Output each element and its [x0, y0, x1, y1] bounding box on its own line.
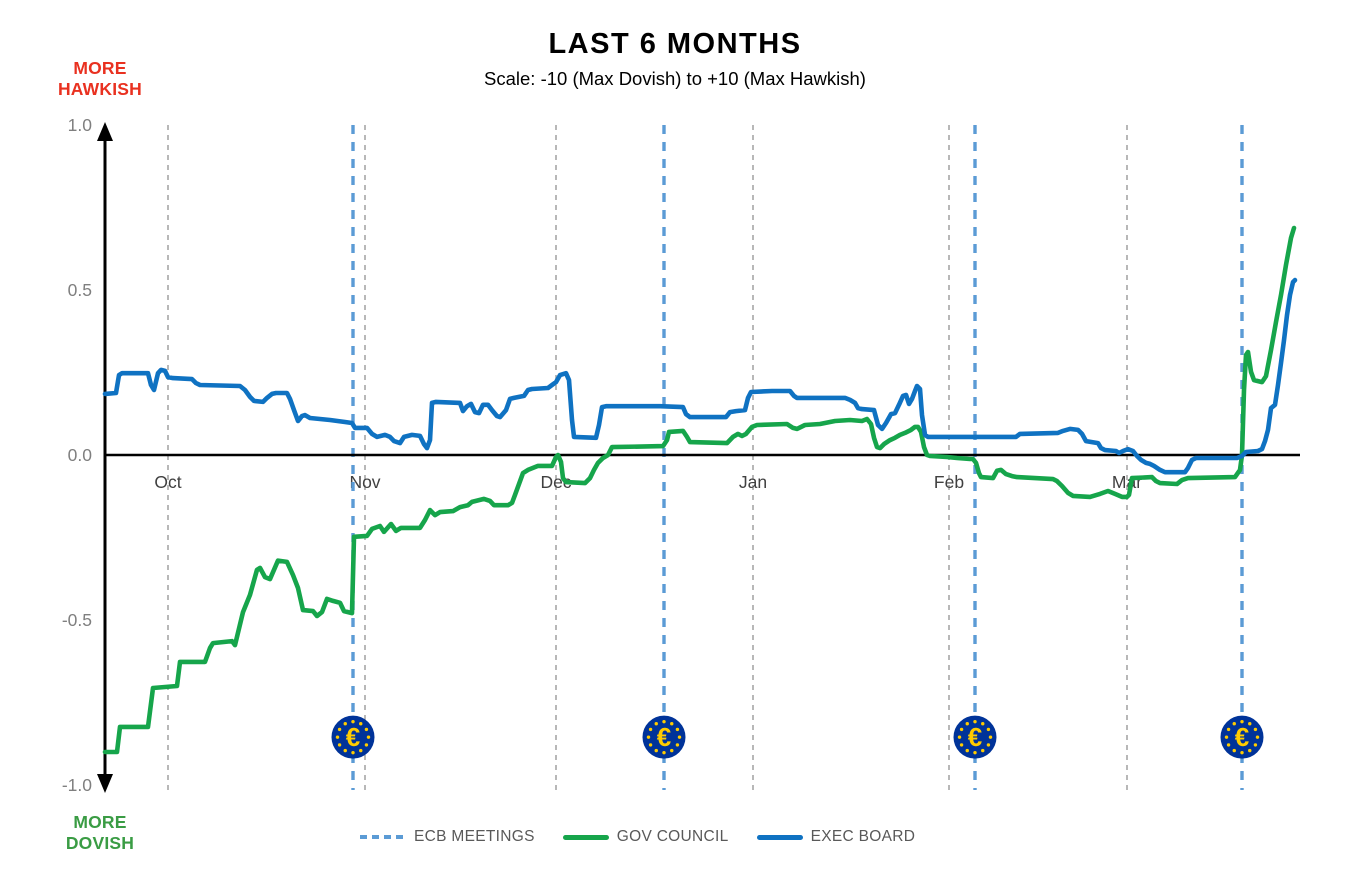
- page-title: LAST 6 MONTHS: [548, 28, 802, 60]
- legend-label: GOV COUNCIL: [616, 828, 729, 845]
- month-label-feb: Feb: [934, 472, 964, 492]
- month-label-oct: Oct: [154, 472, 181, 492]
- more-hawkish-line1: MORE: [73, 58, 127, 78]
- more-dovish-line1: MORE: [73, 812, 127, 832]
- exec-board-line: [102, 277, 1298, 475]
- dashed-line-swatch-icon: [360, 835, 406, 839]
- more-dovish-line2: DOVISH: [65, 832, 135, 853]
- euro-symbol: €: [346, 722, 360, 752]
- y-tick-label: 1.0: [68, 115, 93, 135]
- legend-label: EXEC BOARD: [810, 828, 916, 845]
- y-tick-label: -1.0: [62, 775, 92, 795]
- euro-symbol: €: [968, 722, 982, 752]
- euro-coin-icon: €: [1220, 715, 1264, 759]
- gov-council-line: [102, 225, 1297, 755]
- legend-item-ecb-meetings: ECB MEETINGS: [360, 828, 535, 846]
- month-label-jan: Jan: [739, 472, 767, 492]
- y-tick-label: 0.0: [68, 445, 93, 465]
- y-tick-label: 0.5: [68, 280, 92, 300]
- euro-coin-icon: €: [331, 715, 375, 759]
- green-line-swatch-icon: [562, 834, 609, 840]
- euro-symbol: €: [657, 722, 671, 752]
- month-label-mar: Mar: [1112, 472, 1142, 492]
- arrow-up-icon: [97, 122, 113, 141]
- euro-coin-icon: €: [642, 715, 686, 759]
- more-dovish-caption: MORE DOVISH: [30, 812, 170, 853]
- legend-item-exec-board: EXEC BOARD: [756, 828, 916, 846]
- legend-item-gov-council: GOV COUNCIL: [562, 828, 729, 846]
- euro-symbol: €: [1235, 722, 1249, 752]
- chart-subtitle: Scale: -10 (Max Dovish) to +10 (Max Hawk…: [484, 68, 866, 89]
- blue-line-swatch-icon: [756, 834, 803, 840]
- more-hawkish-caption: MORE HAWKISH: [30, 58, 170, 99]
- arrow-down-icon: [97, 774, 113, 793]
- chart-header: LAST 6 MONTHS Scale: -10 (Max Dovish) to…: [0, 28, 1350, 90]
- more-hawkish-line2: HAWKISH: [57, 78, 143, 99]
- y-tick-label: -0.5: [62, 610, 92, 630]
- month-label-nov: Nov: [349, 472, 380, 492]
- chart-legend: ECB MEETINGS GOV COUNCIL EXEC BOARD: [360, 828, 915, 846]
- legend-label: ECB MEETINGS: [414, 828, 535, 845]
- euro-coin-icon: €: [953, 715, 997, 759]
